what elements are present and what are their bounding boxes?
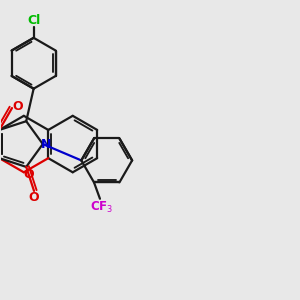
Text: N: N xyxy=(40,138,51,151)
Text: O: O xyxy=(24,168,34,181)
Text: Cl: Cl xyxy=(27,14,40,26)
Text: O: O xyxy=(12,100,23,113)
Text: O: O xyxy=(29,191,39,204)
Text: CF$_3$: CF$_3$ xyxy=(90,200,113,214)
